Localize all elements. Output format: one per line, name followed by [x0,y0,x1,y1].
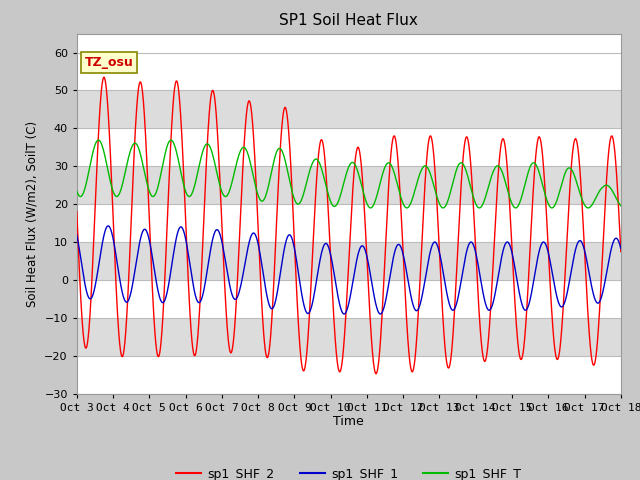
sp1_SHF_T [609,190,617,196]
Bar [77,318,621,356]
Bar [77,166,621,204]
sp1_SHF_T [73,188,81,194]
sp1_SHF_T [617,203,625,209]
sp1_SHF_2 [616,226,623,231]
sp1_SHF_2 [420,197,428,203]
sp1_SHF_2 [561,279,568,285]
sp1_SHF_T [546,203,554,209]
sp1_SHF_1 [317,251,325,256]
Line: sp1_SHF_T: sp1_SHF_T [77,140,621,208]
Bar [77,52,621,90]
sp1_SHF_1 [561,300,568,305]
sp1_SHF_1 [73,232,81,238]
sp1_SHF_1 [420,283,428,288]
sp1_SHF_1 [609,239,617,244]
Line: sp1_SHF_2: sp1_SHF_2 [77,77,621,374]
sp1_SHF_T [167,137,175,143]
Bar [77,356,621,394]
sp1_SHF_T [584,205,592,211]
Legend: sp1_SHF_2, sp1_SHF_1, sp1_SHF_T: sp1_SHF_2, sp1_SHF_1, sp1_SHF_T [172,463,526,480]
sp1_SHF_1 [617,245,625,251]
Bar [77,280,621,318]
sp1_SHF_2 [372,371,380,377]
sp1_SHF_T [561,171,568,177]
sp1_SHF_1 [376,311,384,317]
Bar [77,128,621,166]
sp1_SHF_1 [104,223,112,229]
Bar [77,90,621,128]
X-axis label: Time: Time [333,415,364,429]
sp1_SHF_2 [609,138,617,144]
sp1_SHF_2 [617,249,625,254]
sp1_SHF_2 [546,271,554,276]
Line: sp1_SHF_1: sp1_SHF_1 [77,226,621,314]
Text: TZ_osu: TZ_osu [85,56,134,69]
sp1_SHF_1 [616,241,623,247]
sp1_SHF_2 [100,74,108,80]
sp1_SHF_T [317,166,325,171]
Bar [77,242,621,280]
sp1_SHF_1 [546,255,554,261]
sp1_SHF_T [616,201,623,207]
Y-axis label: Soil Heat Flux (W/m2), SoilT (C): Soil Heat Flux (W/m2), SoilT (C) [26,120,38,307]
sp1_SHF_2 [73,209,81,215]
Title: SP1 Soil Heat Flux: SP1 Soil Heat Flux [280,13,418,28]
sp1_SHF_T [420,163,428,169]
Bar [77,204,621,242]
sp1_SHF_2 [317,137,325,143]
